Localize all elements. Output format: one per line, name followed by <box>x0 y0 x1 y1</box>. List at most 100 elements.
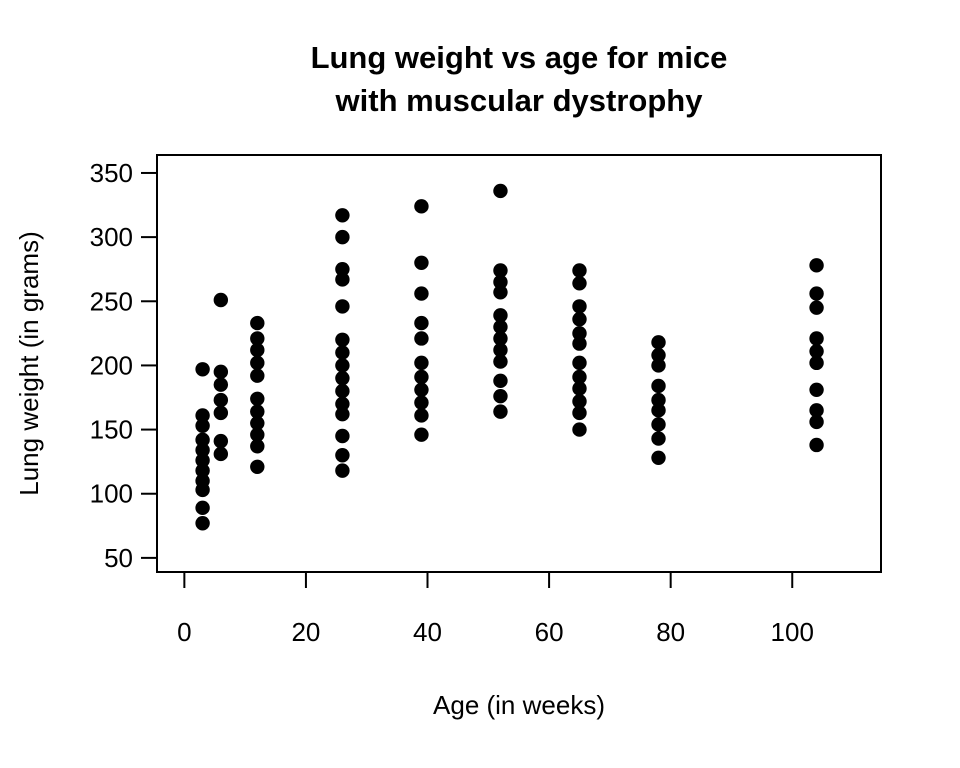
data-point <box>414 315 429 331</box>
data-point <box>335 272 350 287</box>
data-point <box>213 364 229 380</box>
data-point <box>493 263 508 278</box>
y-tick-label: 100 <box>90 479 133 509</box>
chart-title-line2: with muscular dystrophy <box>335 83 704 118</box>
data-point <box>809 382 824 398</box>
data-point <box>250 391 265 406</box>
x-tick-label: 40 <box>413 617 442 647</box>
x-tick-label: 20 <box>291 617 320 647</box>
y-tick-label: 350 <box>90 158 133 188</box>
data-point <box>250 415 265 431</box>
data-point <box>651 392 666 408</box>
data-point <box>414 355 429 371</box>
data-point <box>572 381 587 396</box>
data-point <box>493 285 508 300</box>
data-point <box>651 358 666 373</box>
data-point <box>572 263 587 278</box>
plot-box <box>156 154 882 573</box>
data-point <box>195 463 210 478</box>
data-point <box>651 335 666 350</box>
data-point <box>572 336 587 351</box>
data-point <box>195 418 210 433</box>
x-axis-label: Age (in weeks) <box>433 690 605 720</box>
x-tick-label: 80 <box>656 617 685 647</box>
data-point <box>195 482 210 498</box>
data-point <box>651 431 666 446</box>
y-tick-label: 200 <box>90 350 133 380</box>
data-point <box>572 312 587 327</box>
data-point <box>195 408 210 423</box>
data-point <box>335 208 350 223</box>
data-point <box>414 382 429 398</box>
data-point <box>493 373 508 389</box>
y-tick-label: 250 <box>90 286 133 316</box>
data-point <box>195 453 210 468</box>
data-point <box>335 358 350 373</box>
data-point <box>335 396 350 412</box>
data-point <box>213 392 229 408</box>
data-point <box>335 299 350 314</box>
data-point <box>572 394 587 409</box>
data-point <box>651 378 666 394</box>
data-point <box>250 404 265 419</box>
data-point <box>195 500 210 516</box>
data-point <box>414 331 429 346</box>
data-point <box>213 292 229 308</box>
data-point <box>809 258 824 273</box>
data-point <box>250 315 265 331</box>
data-point <box>335 428 350 444</box>
x-tick-label: 60 <box>535 617 564 647</box>
data-point <box>250 427 265 442</box>
data-point <box>651 403 666 418</box>
x-tick-label: 0 <box>177 617 191 647</box>
data-point <box>493 308 508 323</box>
y-tick-label: 150 <box>90 415 133 445</box>
data-point <box>414 199 429 214</box>
data-point <box>493 342 508 358</box>
data-point <box>250 342 265 358</box>
data-point <box>809 331 824 346</box>
data-point <box>572 355 587 371</box>
data-point <box>250 459 265 474</box>
data-point <box>335 463 350 478</box>
data-point <box>250 355 265 371</box>
data-point <box>809 403 824 418</box>
data-point <box>213 433 229 449</box>
data-point <box>572 299 587 314</box>
data-point <box>335 383 350 399</box>
data-point <box>335 332 350 347</box>
data-point <box>414 427 429 442</box>
x-tick-label: 100 <box>771 617 814 647</box>
data-point <box>195 432 210 448</box>
y-tick-label: 50 <box>104 543 133 573</box>
data-point <box>335 261 350 277</box>
data-point <box>335 448 350 463</box>
data-point <box>493 389 508 404</box>
data-point <box>213 405 229 421</box>
data-point <box>493 319 508 335</box>
data-point <box>651 347 666 363</box>
chart-title-line1: Lung weight vs age for mice <box>311 40 728 75</box>
data-point <box>493 331 508 346</box>
data-point <box>572 276 587 291</box>
data-point <box>335 345 350 360</box>
data-point <box>493 404 508 419</box>
data-point <box>572 326 587 341</box>
data-point <box>213 446 229 462</box>
data-point <box>195 442 210 458</box>
data-point <box>809 355 824 371</box>
data-point <box>414 408 429 423</box>
data-point <box>572 422 587 437</box>
data-point <box>809 344 824 359</box>
data-point <box>250 439 265 454</box>
data-point <box>809 300 824 315</box>
data-point <box>414 369 429 385</box>
data-point <box>414 395 429 410</box>
data-point <box>493 183 508 199</box>
data-point <box>493 274 508 290</box>
data-point <box>493 354 508 369</box>
data-point <box>651 450 666 466</box>
y-tick-label: 300 <box>90 222 133 252</box>
